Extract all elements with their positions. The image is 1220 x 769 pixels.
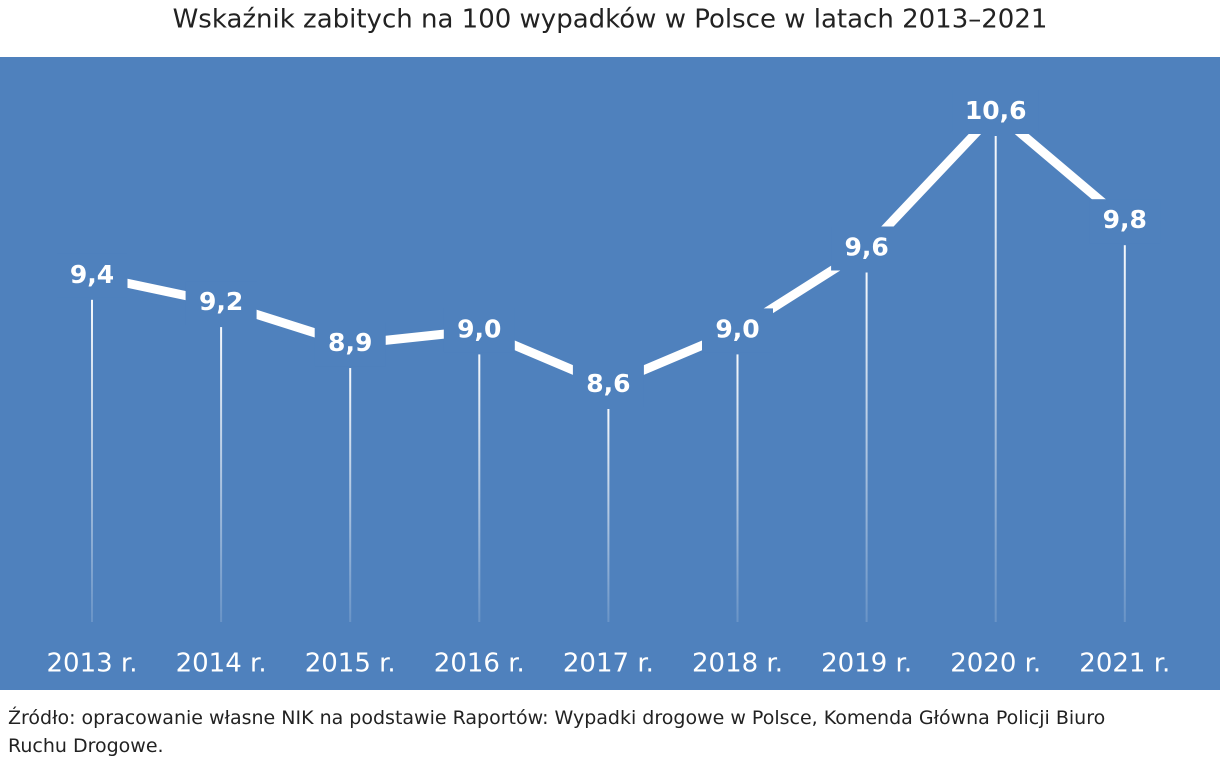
label-halo: [314, 322, 386, 367]
drop-line: [478, 354, 481, 622]
x-tick-label: 2019 r.: [821, 649, 912, 679]
x-tick-label: 2013 r.: [47, 649, 138, 679]
drop-line: [91, 299, 93, 622]
drop-line: [1123, 245, 1126, 622]
label-halo: [702, 308, 773, 353]
data-label: 9,0: [715, 314, 759, 343]
x-tick-label: 2018 r.: [692, 649, 783, 679]
chart: Wskaźnik zabitych na 100 wypadków w Pols…: [0, 5, 1220, 690]
x-tick-label: 2014 r.: [176, 649, 267, 679]
drop-line: [736, 354, 739, 622]
chart-title: Wskaźnik zabitych na 100 wypadków w Pols…: [173, 5, 1048, 35]
x-tick-label: 2020 r.: [950, 649, 1041, 679]
label-halo: [185, 281, 257, 326]
x-tick-label: 2015 r.: [305, 649, 396, 679]
x-tick-label: 2021 r.: [1079, 649, 1170, 679]
drop-line: [607, 409, 610, 622]
drop-line: [865, 272, 868, 622]
data-label: 8,6: [586, 369, 630, 398]
label-halo: [952, 90, 1039, 134]
x-tick-label: 2017 r.: [563, 649, 654, 679]
label-halo: [831, 226, 903, 271]
drop-line: [220, 327, 223, 622]
label-halo: [1089, 199, 1161, 244]
label-halo: [56, 253, 128, 298]
label-halo: [443, 308, 515, 353]
data-label: 9,8: [1103, 205, 1147, 234]
label-halo: [572, 363, 644, 407]
source-note: Źródło: opracowanie własne NIK na podsta…: [8, 707, 1106, 757]
data-label: 9,6: [844, 233, 888, 262]
data-label: 10,6: [965, 96, 1027, 125]
data-label: 9,2: [199, 287, 243, 316]
data-label: 8,9: [328, 328, 372, 357]
x-tick-label: 2016 r.: [434, 649, 525, 679]
data-label: 9,4: [70, 260, 114, 289]
drop-line: [349, 368, 352, 622]
drop-line: [994, 136, 997, 622]
data-label: 9,0: [457, 314, 501, 343]
